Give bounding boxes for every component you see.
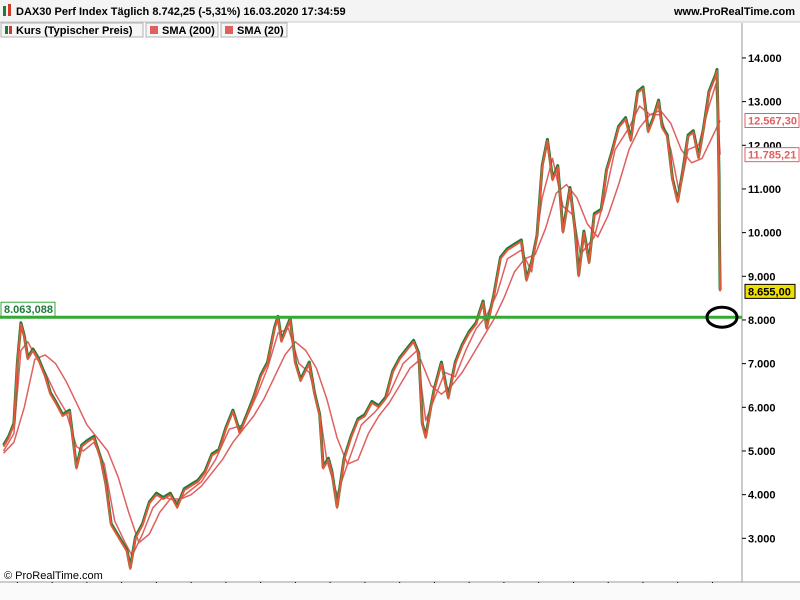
- legend-item-kurs[interactable]: Kurs (Typischer Preis): [0, 22, 144, 38]
- y-tick-label: 10.000: [748, 228, 782, 240]
- support-line-label: 8.063,088: [4, 304, 53, 316]
- sma-swatch-icon: [225, 26, 233, 34]
- y-tick-label: 14.000: [748, 53, 782, 65]
- legend-item-sma200[interactable]: SMA (200): [145, 22, 219, 38]
- chart-type-icon: [3, 4, 11, 16]
- legend: Kurs (Typischer Preis) SMA (200) SMA (20…: [0, 22, 288, 38]
- badge-sma200-label: 12.567,30: [748, 116, 797, 128]
- y-tick-label: 4.000: [748, 490, 776, 502]
- badge-sma20-label: 11.785,21: [748, 150, 796, 162]
- header-bar: [0, 0, 800, 22]
- badge-last-price-label: 8.655,00: [748, 286, 791, 298]
- sma-swatch-icon: [150, 26, 158, 34]
- badge-last-price: 8.655,00: [744, 283, 796, 299]
- y-tick-label: 13.000: [748, 97, 782, 109]
- y-tick-label: 6.000: [748, 402, 776, 414]
- y-tick-label: 5.000: [748, 446, 776, 458]
- legend-label-kurs: Kurs (Typischer Preis): [16, 25, 133, 37]
- y-tick-label: 8.000: [748, 315, 776, 327]
- header-site[interactable]: www.ProRealTime.com: [673, 6, 795, 18]
- legend-label-sma200: SMA (200): [162, 25, 215, 37]
- y-tick-label: 3.000: [748, 533, 776, 545]
- badge-sma20: 11.785,21: [744, 147, 800, 163]
- y-tick-label: 7.000: [748, 359, 776, 371]
- highlight-circle: [705, 305, 739, 329]
- copyright: © ProRealTime.com: [4, 570, 103, 582]
- plot-area[interactable]: [2, 68, 722, 570]
- support-line-badge: 8.063,088: [0, 301, 56, 317]
- legend-item-sma20[interactable]: SMA (20): [220, 22, 288, 38]
- candle-icon: [5, 26, 12, 34]
- series-sma200-line: [2, 109, 721, 544]
- y-tick-label: 9.000: [748, 271, 776, 283]
- header-title: DAX30 Perf Index Täglich 8.742,25 (-5,31…: [16, 6, 346, 18]
- y-tick-label: 11.000: [748, 184, 781, 196]
- badge-sma200: 12.567,30: [744, 113, 800, 129]
- time-axis-strip: [0, 583, 800, 600]
- legend-label-sma20: SMA (20): [237, 25, 284, 37]
- series-kurs-line: [2, 70, 722, 570]
- series-sma20-line: [2, 83, 721, 557]
